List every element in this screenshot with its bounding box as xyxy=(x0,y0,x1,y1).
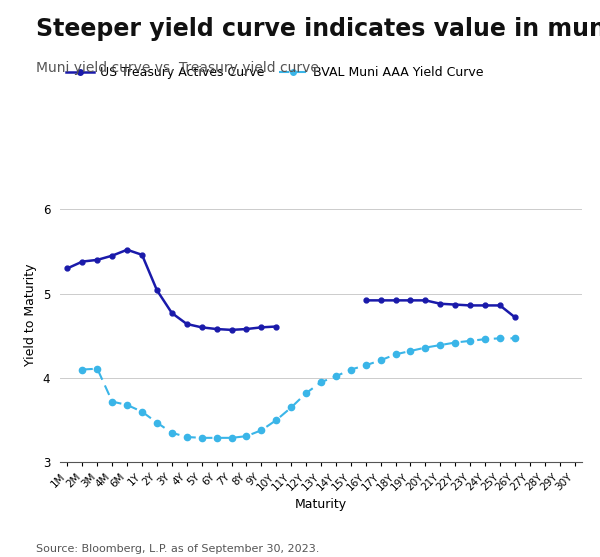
Text: Steeper yield curve indicates value in munis: Steeper yield curve indicates value in m… xyxy=(36,17,600,41)
Text: Source: Bloomberg, L.P. as of September 30, 2023.: Source: Bloomberg, L.P. as of September … xyxy=(36,544,319,554)
Legend: US Treasury Actives Curve, BVAL Muni AAA Yield Curve: US Treasury Actives Curve, BVAL Muni AAA… xyxy=(61,61,488,84)
X-axis label: Maturity: Maturity xyxy=(295,498,347,511)
Y-axis label: Yield to Maturity: Yield to Maturity xyxy=(24,263,37,366)
Text: Muni yield curve vs. Treasury yield curve: Muni yield curve vs. Treasury yield curv… xyxy=(36,61,319,75)
